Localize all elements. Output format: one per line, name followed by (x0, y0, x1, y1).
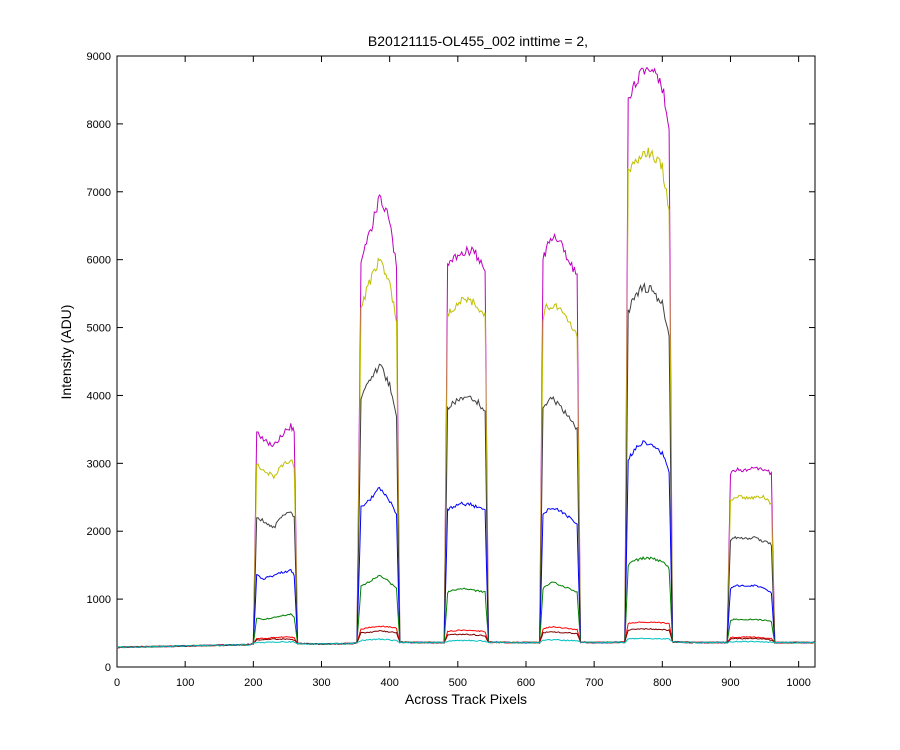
chart-title: B20121115-OL455_002 inttime = 2, (368, 33, 588, 49)
y-tick-label: 5000 (87, 323, 111, 335)
y-tick-label: 6000 (87, 255, 111, 267)
x-tick-label: 800 (653, 677, 671, 689)
x-axis-label: Across Track Pixels (405, 691, 527, 707)
x-tick-label: 700 (585, 677, 603, 689)
y-axis-label: Intensity (ADU) (58, 305, 74, 400)
x-tick-label: 200 (244, 677, 262, 689)
x-tick-label: 300 (312, 677, 330, 689)
y-tick-label: 2000 (87, 526, 111, 538)
y-tick-label: 1000 (87, 594, 111, 606)
y-tick-label: 8000 (87, 119, 111, 131)
x-tick-label: 100 (176, 677, 194, 689)
x-tick-label: 900 (721, 677, 739, 689)
axis-ticks: 0 100 200 300 400 500 600 700 800 900 1000 0 1000 200… (87, 51, 815, 689)
x-tick-label: 1000 (786, 677, 810, 689)
y-tick-label: 9000 (87, 51, 111, 63)
y-tick-label: 3000 (87, 458, 111, 470)
x-tick-label: 600 (517, 677, 535, 689)
series-layer (116, 66, 816, 649)
y-tick-label: 4000 (87, 390, 111, 402)
x-tick-label: 400 (380, 677, 398, 689)
x-tick-label: 0 (114, 677, 120, 689)
plot-area (116, 55, 816, 668)
y-tick-label: 0 (105, 662, 111, 674)
x-tick-label: 500 (449, 677, 467, 689)
series-line-8 (116, 637, 816, 649)
y-tick-label: 7000 (87, 187, 111, 199)
